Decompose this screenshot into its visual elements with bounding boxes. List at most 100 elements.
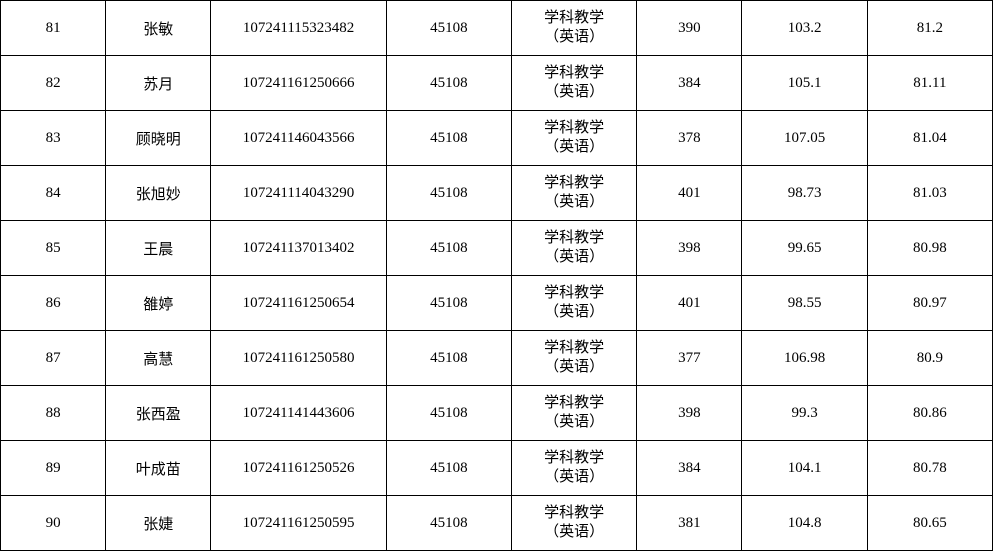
cell-seq: 85: [1, 221, 106, 276]
cell-score1: 384: [637, 441, 742, 496]
cell-name: 张敏: [106, 1, 211, 56]
cell-name: 张西盈: [106, 386, 211, 441]
subject-line1: 学科教学: [544, 450, 604, 466]
table-row: 85王晨10724113701340245108 学科教学 （英语） 39899.65…: [1, 221, 993, 276]
cell-seq: 88: [1, 386, 106, 441]
cell-code: 45108: [386, 496, 511, 551]
cell-score2: 98.73: [742, 166, 867, 221]
cell-score2: 103.2: [742, 1, 867, 56]
cell-subject: 学科教学（英语）: [512, 386, 637, 441]
cell-subject: 学科教学 （英语）: [512, 56, 637, 111]
subject-line1: 学科教学: [544, 10, 604, 26]
subject-line1: 学科教学: [544, 340, 604, 356]
cell-score1: 398: [637, 221, 742, 276]
data-table-container: 81张敏10724111532348245108学科教学（英语）390103.2…: [0, 0, 993, 551]
subject-line2: （英语）: [544, 359, 604, 375]
cell-score1: 401: [637, 166, 742, 221]
cell-score2: 98.55: [742, 276, 867, 331]
cell-id: 107241115323482: [211, 1, 386, 56]
cell-score3: 80.98: [867, 221, 992, 276]
cell-id: 107241146043566: [211, 111, 386, 166]
cell-id: 107241114043290: [211, 166, 386, 221]
cell-seq: 83: [1, 111, 106, 166]
cell-score2: 105.1: [742, 56, 867, 111]
subject-line1: 学科教学: [544, 175, 604, 191]
subject-line2: （英语）: [544, 469, 604, 485]
table-body: 81张敏10724111532348245108学科教学（英语）390103.2…: [1, 1, 993, 551]
cell-id: 107241137013402: [211, 221, 386, 276]
cell-code: 45108: [386, 331, 511, 386]
cell-name: 顾晓明: [106, 111, 211, 166]
cell-code: 45108: [386, 386, 511, 441]
cell-name: 张婕: [106, 496, 211, 551]
cell-subject: 学科教学（英语）: [512, 276, 637, 331]
cell-subject: 学科教学 （英语）: [512, 1, 637, 56]
subject-line2: （英语）: [544, 29, 604, 45]
cell-score1: 384: [637, 56, 742, 111]
cell-name: 叶成苗: [106, 441, 211, 496]
cell-code: 45108: [386, 441, 511, 496]
cell-score2: 99.65: [742, 221, 867, 276]
cell-id: 107241161250526: [211, 441, 386, 496]
subject-line2: （英语）: [544, 84, 604, 100]
table-row: 81张敏10724111532348245108 学科教学 （英语） 390103.2…: [1, 1, 993, 56]
cell-score1: 390: [637, 1, 742, 56]
table-row: 89叶成苗10724116125052645108 学科教学 （英语） 384104.…: [1, 441, 993, 496]
cell-seq: 87: [1, 331, 106, 386]
cell-seq: 89: [1, 441, 106, 496]
cell-score2: 99.3: [742, 386, 867, 441]
cell-code: 45108: [386, 276, 511, 331]
subject-line1: 学科教学: [544, 230, 604, 246]
cell-subject: 学科教学（英语）: [512, 111, 637, 166]
cell-name: 张旭妙: [106, 166, 211, 221]
cell-seq: 81: [1, 1, 106, 56]
cell-code: 45108: [386, 1, 511, 56]
cell-score1: 381: [637, 496, 742, 551]
cell-score2: 107.05: [742, 111, 867, 166]
subject-line2: （英语）: [544, 524, 604, 540]
subject-line1: 学科教学: [544, 285, 604, 301]
cell-seq: 82: [1, 56, 106, 111]
table-row: 87高慧10724116125058045108学科教学（英语）377106.9…: [1, 331, 993, 386]
table-row: 88张西盈10724114144360645108学科教学（英语）39899.3…: [1, 386, 993, 441]
cell-id: 107241161250595: [211, 496, 386, 551]
table-row: 84张旭妙10724111404329045108学科教学（英语）40198.7…: [1, 166, 993, 221]
cell-score1: 377: [637, 331, 742, 386]
cell-id: 107241161250666: [211, 56, 386, 111]
cell-score2: 106.98: [742, 331, 867, 386]
cell-subject: 学科教学 （英语）: [512, 166, 637, 221]
cell-score3: 81.11: [867, 56, 992, 111]
cell-score2: 104.1: [742, 441, 867, 496]
data-table: 81张敏10724111532348245108学科教学（英语）390103.2…: [0, 0, 993, 551]
subject-line1: 学科教学: [544, 65, 604, 81]
cell-id: 107241161250654: [211, 276, 386, 331]
cell-subject: 学科教学（英语）: [512, 496, 637, 551]
subject-line2: （英语）: [544, 249, 604, 265]
cell-score3: 80.65: [867, 496, 992, 551]
cell-code: 45108: [386, 111, 511, 166]
cell-code: 45108: [386, 221, 511, 276]
table-row: 86雒婷10724116125065445108学科教学（英语）40198.55…: [1, 276, 993, 331]
cell-score3: 80.86: [867, 386, 992, 441]
cell-subject: 学科教学 （英语）: [512, 221, 637, 276]
subject-line1: 学科教学: [544, 120, 604, 136]
cell-name: 雒婷: [106, 276, 211, 331]
cell-name: 高慧: [106, 331, 211, 386]
cell-subject: 学科教学 （英语）: [512, 331, 637, 386]
cell-score1: 401: [637, 276, 742, 331]
subject-line1: 学科教学: [544, 395, 604, 411]
table-row: 83顾晓明10724114604356645108学科教学（英语）378107.…: [1, 111, 993, 166]
cell-id: 107241141443606: [211, 386, 386, 441]
cell-seq: 90: [1, 496, 106, 551]
cell-seq: 86: [1, 276, 106, 331]
subject-line2: （英语）: [544, 194, 604, 210]
cell-score3: 80.9: [867, 331, 992, 386]
cell-seq: 84: [1, 166, 106, 221]
cell-name: 王晨: [106, 221, 211, 276]
cell-score1: 398: [637, 386, 742, 441]
cell-score3: 81.2: [867, 1, 992, 56]
cell-code: 45108: [386, 56, 511, 111]
cell-name: 苏月: [106, 56, 211, 111]
cell-score3: 81.04: [867, 111, 992, 166]
cell-subject: 学科教学 （英语）: [512, 441, 637, 496]
